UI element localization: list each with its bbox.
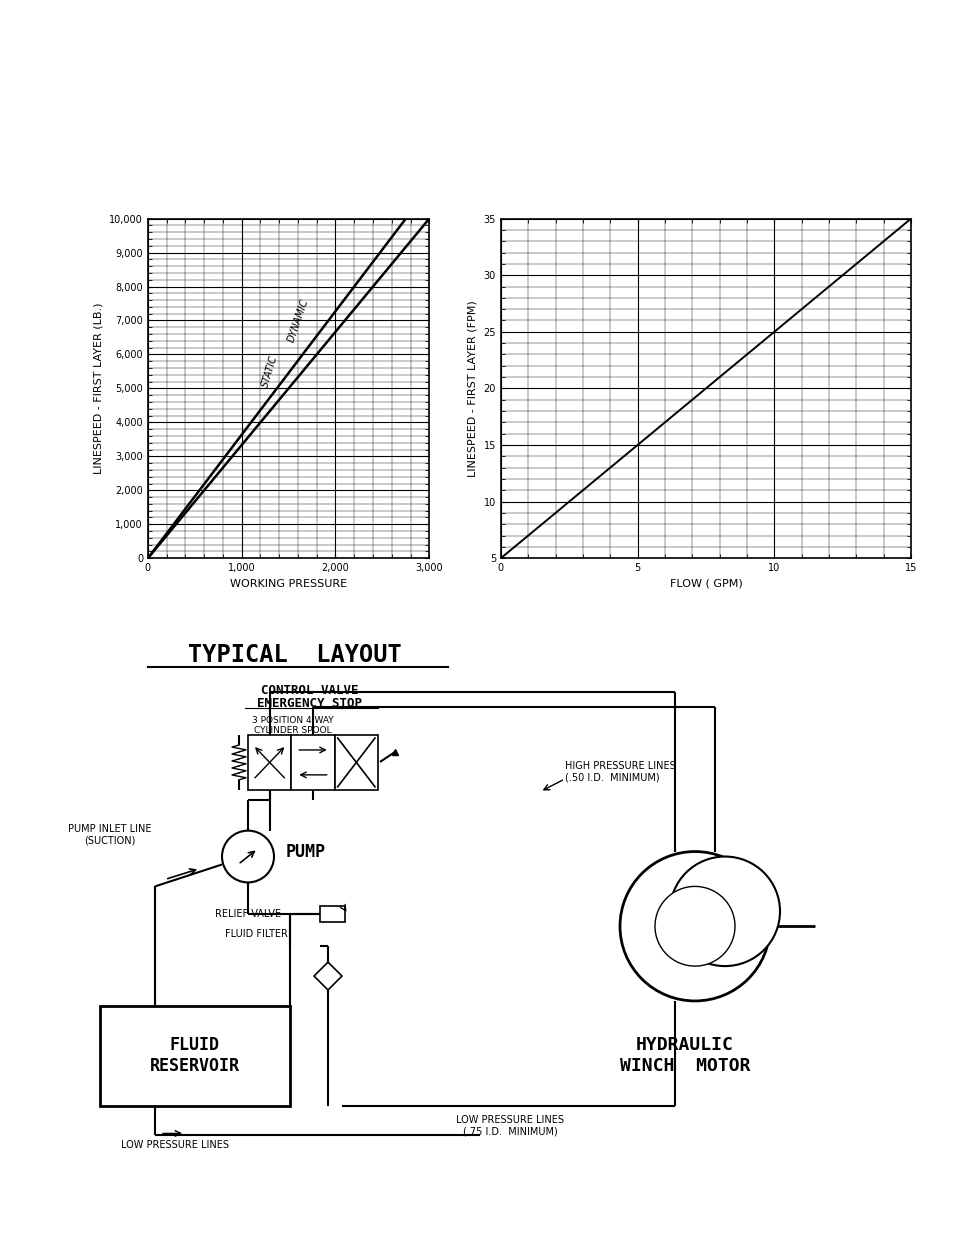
Text: FLUID
RESERVOIR: FLUID RESERVOIR [150,1036,240,1076]
Bar [100,1007,290,1105]
Circle shape [655,887,734,966]
Text: EMERGENCY STOP: EMERGENCY STOP [257,697,362,710]
Text: STATIC: STATIC [260,354,279,389]
Text: HIGH PRESSURE LINES
(.50 I.D.  MINIMUM): HIGH PRESSURE LINES (.50 I.D. MINIMUM) [564,761,675,783]
Circle shape [669,857,780,966]
Bar [291,735,335,790]
Y-axis label: LINESPEED - FIRST LAYER (FPM): LINESPEED - FIRST LAYER (FPM) [467,300,477,477]
X-axis label: WORKING PRESSURE: WORKING PRESSURE [230,579,347,589]
Text: CYLINDER SPOOL: CYLINDER SPOOL [253,726,332,735]
Text: CONTROL VALVE: CONTROL VALVE [261,684,358,697]
Text: DYNAMIC: DYNAMIC [286,298,310,343]
Text: LOW PRESSURE LINES: LOW PRESSURE LINES [121,1140,229,1150]
Text: RELIEF VALVE: RELIEF VALVE [214,909,281,919]
Text: HYDRAULIC
WINCH  MOTOR: HYDRAULIC WINCH MOTOR [619,1036,749,1074]
Y-axis label: LINESPEED - FIRST LAYER (LB.): LINESPEED - FIRST LAYER (LB.) [93,303,104,474]
Circle shape [619,852,769,1000]
Text: PUMP INLET LINE
(SUCTION): PUMP INLET LINE (SUCTION) [69,824,152,846]
Text: 3 POSITION 4 WAY: 3 POSITION 4 WAY [252,716,334,725]
Bar [335,735,377,790]
Text: TYPICAL  LAYOUT: TYPICAL LAYOUT [188,643,401,667]
X-axis label: FLOW ( GPM): FLOW ( GPM) [669,579,741,589]
Text: LOW PRESSURE LINES
(.75 I.D.  MINIMUM): LOW PRESSURE LINES (.75 I.D. MINIMUM) [456,1115,563,1136]
Bar [319,906,345,923]
Text: FLUID FILTER: FLUID FILTER [225,929,288,940]
Circle shape [222,831,274,883]
Text: PUMP: PUMP [286,842,326,861]
Bar [248,735,291,790]
